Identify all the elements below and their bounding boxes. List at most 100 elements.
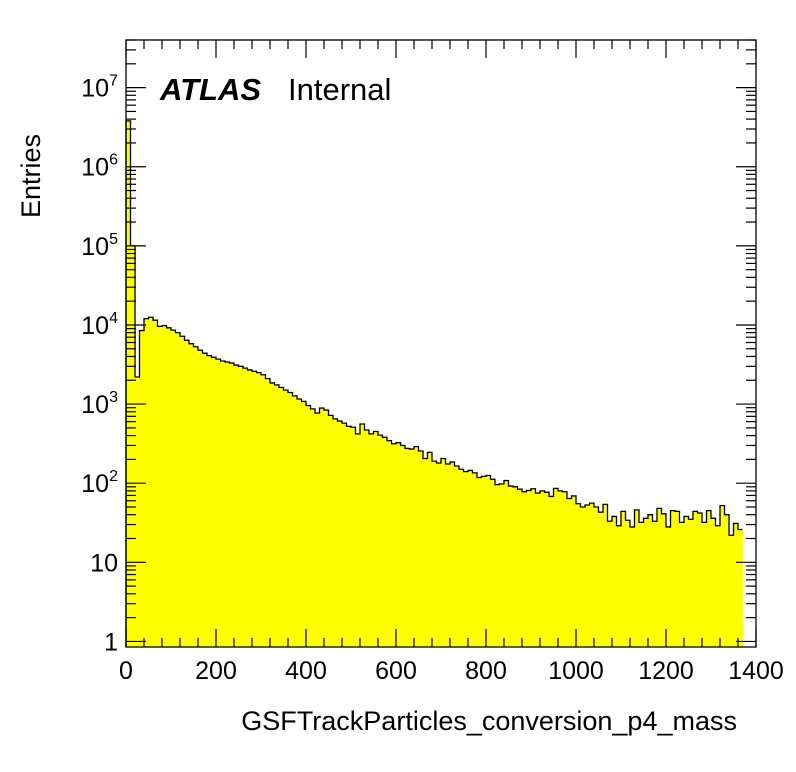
histogram-bin	[616, 525, 622, 647]
histogram-bin	[144, 318, 149, 647]
x-axis-title: GSFTrackParticles_conversion_p4_mass	[241, 706, 737, 736]
x-tick-label: 1400	[728, 657, 784, 685]
histogram-bin	[711, 518, 716, 647]
histogram-bin	[364, 430, 370, 647]
histogram-bin	[436, 462, 442, 647]
histogram-bin	[382, 437, 388, 647]
y-tick-label: 10	[90, 549, 118, 577]
histogram-bin	[400, 445, 406, 647]
histogram-bin	[292, 395, 298, 647]
histogram-bin	[234, 365, 239, 647]
histogram-bin	[738, 529, 743, 647]
y-tick-label: 107	[81, 73, 118, 103]
x-tick-label: 400	[285, 657, 327, 685]
atlas-label: ATLAS	[159, 72, 261, 107]
histogram-bin	[418, 451, 424, 647]
y-tick-label: 103	[81, 389, 118, 419]
histogram-bin	[405, 448, 410, 647]
histogram-bin	[553, 488, 559, 647]
histogram-bin	[661, 513, 667, 647]
histogram-bin	[702, 522, 707, 647]
histogram-bin	[409, 449, 415, 647]
histogram-bin	[202, 353, 208, 647]
histogram-bin	[535, 493, 541, 647]
histogram-bin	[589, 503, 595, 647]
histogram-bin	[715, 525, 721, 647]
histogram-bin	[333, 418, 338, 647]
histogram-bin	[198, 350, 203, 647]
x-tick-label: 0	[119, 657, 133, 685]
histogram-bin	[171, 330, 176, 647]
x-tick-label: 1200	[638, 657, 694, 685]
histogram-bin	[576, 503, 581, 647]
histogram-bin	[621, 511, 626, 647]
histogram-bin	[301, 401, 307, 647]
y-tick-label: 102	[81, 468, 118, 498]
x-tick-label: 1000	[548, 657, 604, 685]
x-tick-label: 600	[375, 657, 417, 685]
histogram-bin	[531, 488, 536, 647]
histogram-bin	[643, 518, 649, 647]
histogram-bin	[243, 368, 248, 647]
histogram-bin	[657, 508, 662, 647]
histogram-bin	[148, 317, 154, 647]
histogram-fill-layer	[126, 120, 743, 648]
histogram-bin	[598, 512, 604, 647]
histogram-bin	[130, 245, 136, 647]
histogram-bin	[157, 326, 163, 647]
histogram-bin	[391, 443, 397, 647]
histogram-outline	[125, 120, 743, 647]
histogram-bin	[297, 398, 302, 647]
histogram-bin	[558, 490, 563, 647]
histogram-bin	[337, 421, 343, 647]
histogram-bin	[504, 480, 509, 647]
histogram-bin	[441, 458, 446, 647]
histogram-bin	[634, 509, 640, 647]
histogram-bin	[193, 346, 199, 647]
histogram-bin	[684, 516, 689, 647]
histogram-bin	[369, 433, 374, 647]
histogram-bin	[630, 526, 635, 647]
histogram-bin	[247, 369, 253, 647]
y-axis-title: Entries	[16, 134, 46, 218]
histogram-bin	[175, 332, 181, 647]
histogram-bin	[346, 426, 352, 647]
histogram-bin	[139, 330, 145, 647]
histogram-bin	[517, 489, 523, 647]
histogram-bin	[666, 526, 671, 647]
histogram-bin	[499, 483, 505, 647]
histogram-bin	[612, 516, 617, 647]
histogram-bin	[310, 408, 316, 647]
histogram-bin	[607, 521, 613, 647]
axis-ticks	[125, 39, 757, 647]
histogram-bin	[459, 469, 464, 647]
histogram-bin	[324, 410, 329, 647]
y-tick-label: 105	[81, 231, 118, 261]
histogram-bin	[225, 362, 230, 647]
histogram-bin	[562, 491, 568, 647]
histogram-bin	[261, 374, 266, 647]
histogram-bin	[184, 340, 190, 647]
histogram-bin	[567, 498, 572, 647]
histogram-bin	[522, 491, 527, 647]
histogram-bin	[603, 504, 608, 647]
histogram-bin	[697, 512, 703, 647]
histogram-bin	[378, 435, 383, 647]
histogram-bin	[585, 505, 590, 647]
histogram-bin	[486, 475, 491, 647]
x-tick-labels: 0 200 400 600 800 1000 1200 1400	[119, 657, 784, 685]
internal-label: Internal	[288, 72, 391, 107]
y-tick-label: 104	[81, 310, 118, 340]
histogram-bin	[319, 408, 325, 647]
histogram-bin	[238, 366, 244, 647]
histogram-bin	[126, 120, 131, 648]
histogram-bin	[274, 384, 280, 647]
histogram-bin	[279, 387, 284, 647]
histogram-bin	[162, 325, 167, 647]
histogram-bin	[733, 523, 739, 647]
histogram-bin	[288, 392, 293, 647]
histogram-bin	[153, 320, 158, 647]
histogram-bin	[189, 343, 194, 647]
histogram-bin	[265, 378, 271, 647]
